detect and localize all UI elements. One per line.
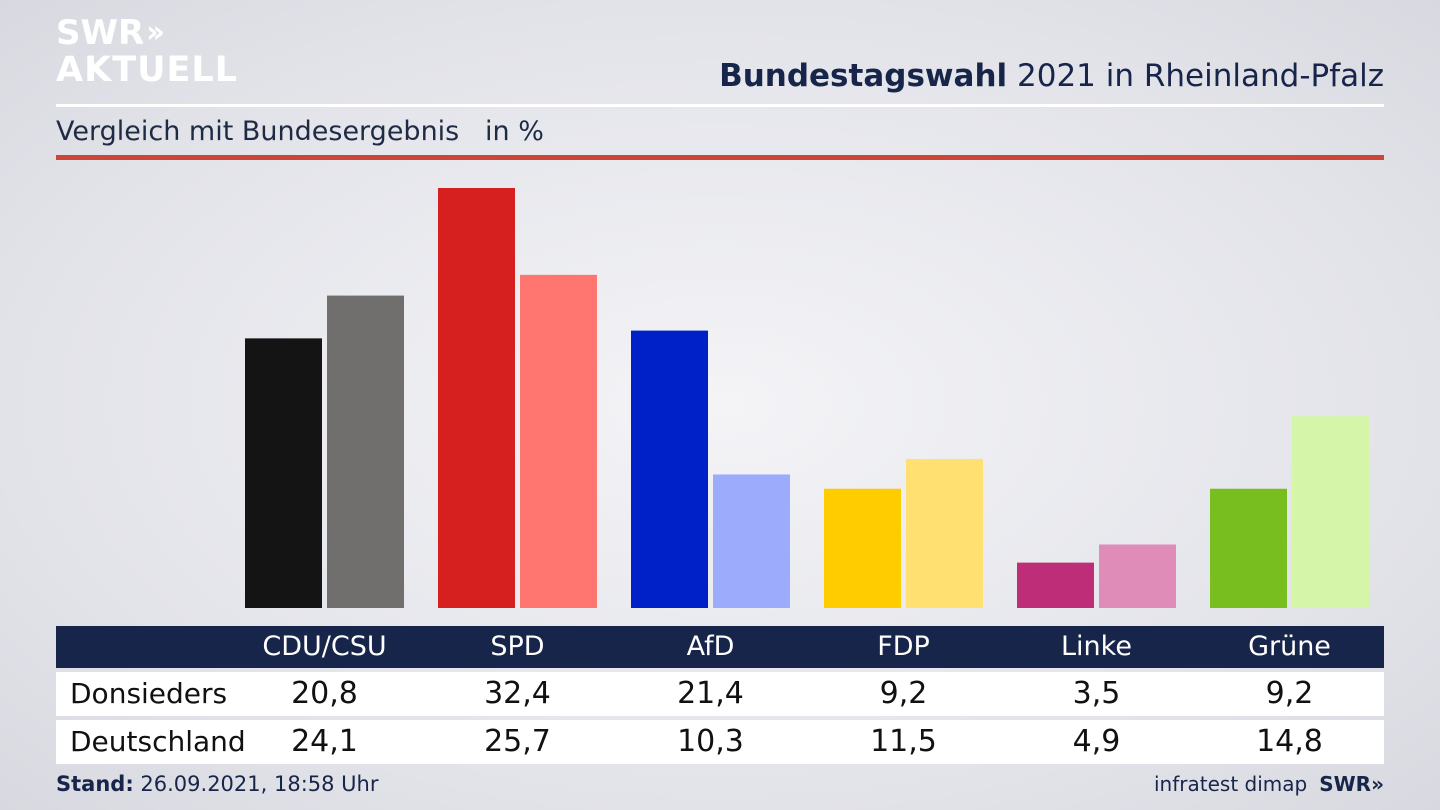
results-table: CDU/CSU SPD AfD FDP Linke Grüne Donsieders 20,… bbox=[56, 626, 1384, 764]
table-header-row: CDU/CSU SPD AfD FDP Linke Grüne bbox=[56, 626, 1384, 668]
bar-spd-deutschland bbox=[520, 274, 597, 608]
value-cell: 24,1 bbox=[291, 724, 358, 759]
page-title: Bundestagswahl 2021 in Rheinland-Pfalz bbox=[719, 58, 1384, 94]
bar-linke-donsieders bbox=[1017, 562, 1094, 608]
value-cell: 4,9 bbox=[1072, 724, 1121, 759]
bar-afd-donsieders bbox=[631, 330, 708, 608]
title-rest: 2021 in Rheinland-Pfalz bbox=[1007, 58, 1384, 94]
stand-timestamp: Stand: 26.09.2021, 18:58 Uhr bbox=[56, 772, 379, 796]
value-cell: 25,7 bbox=[484, 724, 551, 759]
bar-cdu-csu-donsieders bbox=[245, 338, 322, 608]
stand-value: 26.09.2021, 18:58 Uhr bbox=[133, 772, 379, 796]
value-cell: 14,8 bbox=[1256, 724, 1323, 759]
table-row: Deutschland 24,1 25,7 10,3 11,5 4,9 14,8 bbox=[56, 720, 1384, 764]
bar-gr-ne-deutschland bbox=[1292, 416, 1369, 608]
value-cell: 32,4 bbox=[484, 676, 551, 711]
value-cell: 21,4 bbox=[677, 676, 744, 711]
logo-line1: SWR bbox=[56, 13, 145, 53]
category-label: AfD bbox=[686, 631, 735, 662]
swr-aktuell-logo: SWR ›› AKTUELL bbox=[56, 16, 238, 88]
value-cell: 9,2 bbox=[1265, 676, 1314, 711]
bar-cdu-csu-deutschland bbox=[327, 295, 404, 608]
bar-linke-deutschland bbox=[1099, 544, 1176, 608]
category-label: Linke bbox=[1061, 631, 1132, 662]
value-cell: 3,5 bbox=[1072, 676, 1121, 711]
table-row: Donsieders 20,8 32,4 21,4 9,2 3,5 9,2 bbox=[56, 672, 1384, 716]
row-label: Donsieders bbox=[70, 677, 228, 710]
source-credit: infratest dimap bbox=[1154, 772, 1308, 796]
bar-afd-deutschland bbox=[713, 474, 790, 608]
title-divider bbox=[56, 104, 1384, 107]
logo-line2: AKTUELL bbox=[56, 50, 239, 90]
category-label: Grüne bbox=[1248, 631, 1331, 662]
row-label: Deutschland bbox=[70, 725, 246, 758]
bar-fdp-deutschland bbox=[906, 458, 983, 608]
stand-label: Stand: bbox=[56, 772, 134, 796]
category-label: CDU/CSU bbox=[262, 631, 387, 662]
value-cell: 10,3 bbox=[677, 724, 744, 759]
chart-subtitle: Vergleich mit Bundesergebnis in % bbox=[56, 116, 544, 147]
subtitle-divider bbox=[56, 155, 1384, 160]
value-cell: 20,8 bbox=[291, 676, 358, 711]
category-label: FDP bbox=[877, 631, 930, 662]
value-cell: 9,2 bbox=[879, 676, 928, 711]
value-cell: 11,5 bbox=[870, 724, 937, 759]
swr-footer-logo: SWR» bbox=[1319, 772, 1384, 796]
title-bold: Bundestagswahl bbox=[719, 58, 1008, 94]
footer-credits: infratest dimap SWR» bbox=[1154, 772, 1384, 796]
category-label: SPD bbox=[490, 631, 545, 662]
bar-spd-donsieders bbox=[438, 188, 515, 608]
bar-fdp-donsieders bbox=[824, 488, 901, 608]
bar-gr-ne-donsieders bbox=[1210, 488, 1287, 608]
